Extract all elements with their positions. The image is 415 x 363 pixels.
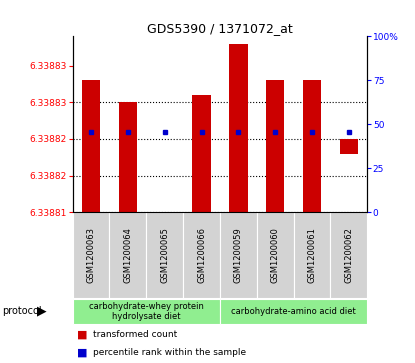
Bar	[229, 44, 248, 212]
Bar	[330, 212, 367, 298]
Text: protocol: protocol	[2, 306, 42, 316]
Text: ■: ■	[77, 347, 87, 357]
Bar	[119, 102, 137, 212]
Text: GSM1200062: GSM1200062	[344, 227, 353, 283]
Text: carbohydrate-amino acid diet: carbohydrate-amino acid diet	[231, 307, 356, 316]
Text: GSM1200066: GSM1200066	[197, 227, 206, 283]
Bar	[220, 299, 367, 323]
Title: GDS5390 / 1371072_at: GDS5390 / 1371072_at	[147, 22, 293, 35]
Bar	[257, 212, 294, 298]
Bar	[294, 212, 330, 298]
Bar	[192, 95, 211, 212]
Text: percentile rank within the sample: percentile rank within the sample	[93, 348, 247, 357]
Bar	[73, 299, 220, 323]
Bar	[303, 80, 321, 212]
Text: GSM1200059: GSM1200059	[234, 227, 243, 283]
Text: transformed count: transformed count	[93, 330, 178, 339]
Bar	[73, 212, 110, 298]
Bar	[266, 80, 284, 212]
Text: GSM1200064: GSM1200064	[123, 227, 132, 283]
Bar	[110, 212, 146, 298]
Text: GSM1200065: GSM1200065	[160, 227, 169, 283]
Bar	[146, 212, 183, 298]
Bar	[183, 212, 220, 298]
Text: ▶: ▶	[37, 305, 47, 318]
Text: ■: ■	[77, 329, 87, 339]
Text: GSM1200063: GSM1200063	[87, 227, 95, 283]
Bar	[220, 212, 257, 298]
Text: carbohydrate-whey protein
hydrolysate diet: carbohydrate-whey protein hydrolysate di…	[89, 302, 204, 321]
Text: GSM1200061: GSM1200061	[308, 227, 317, 283]
Bar	[82, 80, 100, 212]
Text: GSM1200060: GSM1200060	[271, 227, 280, 283]
Bar	[339, 139, 358, 154]
